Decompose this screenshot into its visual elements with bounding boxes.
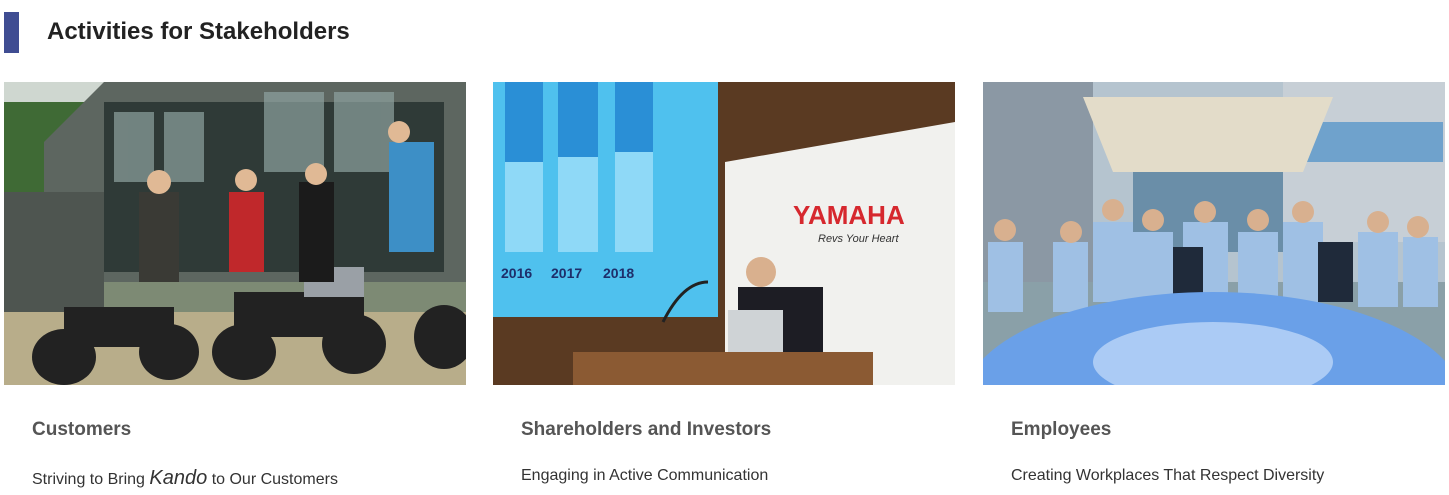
- image-text: 2016: [501, 265, 532, 281]
- title-accent: [4, 12, 19, 53]
- card-heading: Shareholders and Investors: [521, 419, 772, 440]
- section-title: Activities for Stakeholders: [47, 18, 350, 45]
- image-text: Revs Your Heart: [818, 233, 899, 245]
- card-heading: Employees: [1011, 419, 1112, 440]
- image-text: 2018: [603, 265, 634, 281]
- card-description: Creating Workplaces That Respect Diversi…: [1011, 467, 1445, 485]
- image-text: YAMAHA: [793, 200, 905, 230]
- card-image: [983, 82, 1445, 385]
- emphasis: Kando: [149, 467, 208, 489]
- card-customers[interactable]: Customers Striving to Bring Kando to Our…: [4, 82, 466, 490]
- card-image: [4, 82, 466, 385]
- card-description: Striving to Bring Kando to Our Customers: [32, 467, 466, 490]
- card-employees[interactable]: Employees Creating Workplaces That Respe…: [983, 82, 1445, 485]
- text: Creating Workplaces That Respect Diversi…: [1011, 467, 1325, 484]
- card-image: 2016 2017 2018 YAMAHA Revs Your Heart: [493, 82, 955, 385]
- image-text: 2017: [551, 265, 582, 281]
- card-description: Engaging in Active Communication: [521, 467, 955, 485]
- text: to Our Customers: [211, 471, 338, 488]
- card-heading: Customers: [32, 419, 132, 440]
- text: Striving to Bring: [32, 471, 145, 488]
- card-shareholders[interactable]: 2016 2017 2018 YAMAHA Revs Your Heart Sh…: [493, 82, 955, 485]
- text: Engaging in Active Communication: [521, 467, 769, 484]
